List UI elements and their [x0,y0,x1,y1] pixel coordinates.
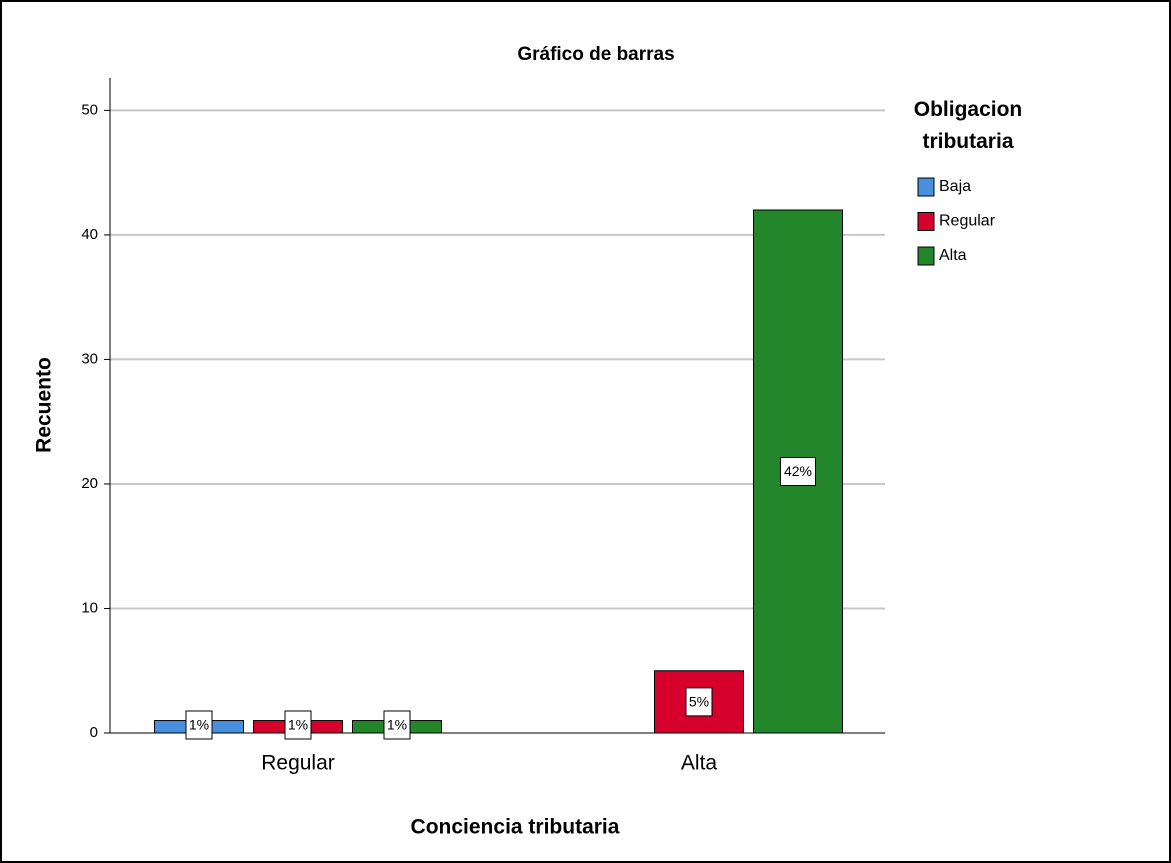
value-label: 1% [288,717,308,733]
value-label: 5% [689,694,709,710]
y-tick-label: 40 [81,226,98,243]
chart-title: Gráfico de barras [517,44,674,65]
value-label-box [780,456,816,486]
value-label: 42% [784,463,812,479]
legend-label: Regular [939,213,996,230]
y-tick-label: 30 [81,350,98,367]
x-tick-label: Regular [261,752,335,775]
x-tick-label: Alta [681,752,718,775]
y-axis-label: Recuento [33,357,56,453]
legend-label: Alta [939,247,967,264]
y-tick-label: 10 [81,599,98,616]
value-label-box [383,710,411,740]
legend-label: Baja [939,178,971,195]
y-tick-label: 50 [81,101,98,118]
value-label: 1% [189,717,209,733]
value-label-box [284,710,312,740]
value-label: 1% [387,717,407,733]
y-tick-label: 20 [81,475,98,492]
value-label-box [685,687,713,717]
y-tick-label: 0 [90,724,98,741]
x-axis-label: Conciencia tributaria [411,816,620,839]
legend-swatch [917,212,935,231]
value-label-box [185,710,213,740]
legend-swatch [917,177,935,197]
legend-swatch [917,246,935,266]
legend-title: Obligacion tributaria [913,98,1023,153]
